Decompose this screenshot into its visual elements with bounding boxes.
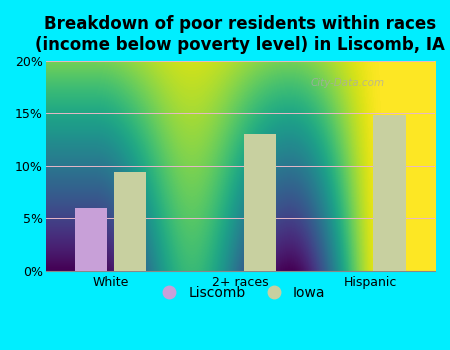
Bar — [75, 208, 107, 271]
Bar — [243, 134, 276, 271]
Text: City-Data.com: City-Data.com — [310, 78, 385, 88]
Bar — [114, 172, 146, 271]
Title: Breakdown of poor residents within races
(income below poverty level) in Liscomb: Breakdown of poor residents within races… — [36, 15, 445, 54]
Bar — [374, 116, 406, 271]
Legend: Liscomb, Iowa: Liscomb, Iowa — [149, 280, 331, 306]
